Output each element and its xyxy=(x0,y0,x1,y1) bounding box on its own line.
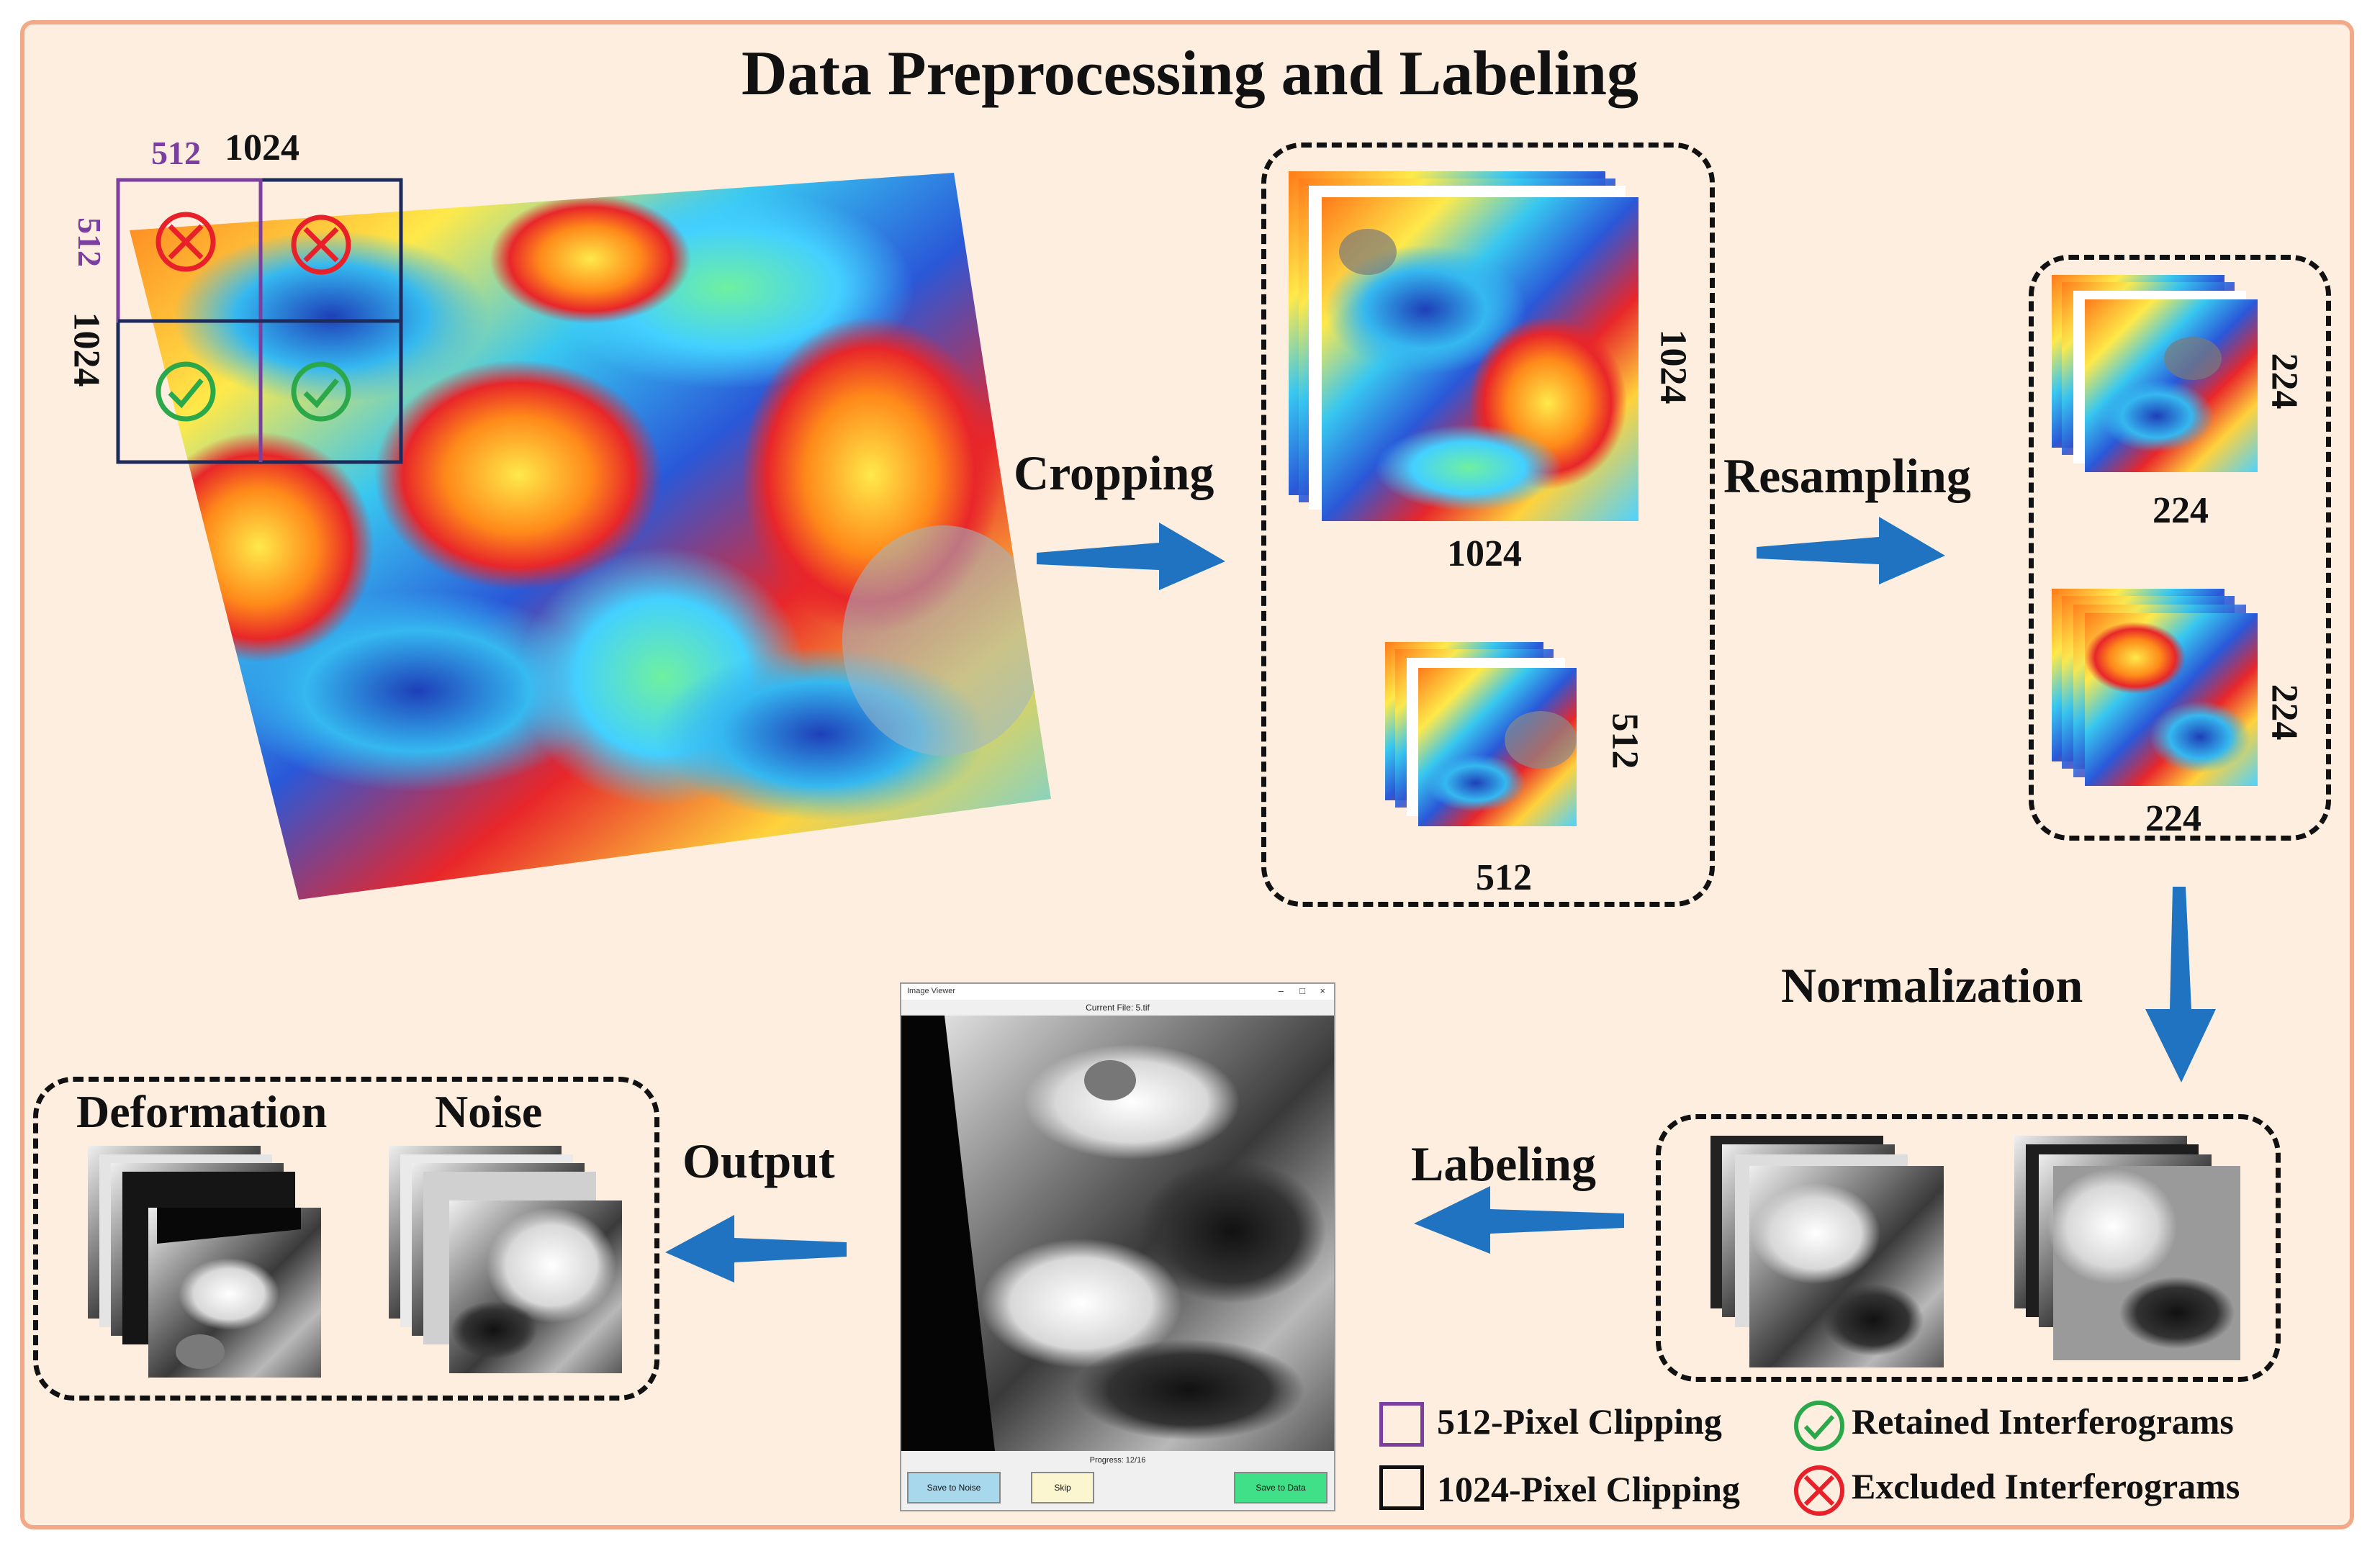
dim-512-top: 512 xyxy=(151,135,201,171)
image-viewer-window: Image Viewer – □ × Current File: 5.tif P… xyxy=(900,982,1335,1511)
output-group xyxy=(33,1077,659,1401)
minimize-icon[interactable]: – xyxy=(1278,985,1284,996)
maximize-icon[interactable]: □ xyxy=(1299,985,1305,996)
normalized-stack-b xyxy=(2014,1136,2240,1360)
dim-512-side: 512 xyxy=(71,217,108,267)
skip-button[interactable]: Skip xyxy=(1031,1472,1094,1503)
cropped-1024-height: 1024 xyxy=(1652,329,1694,404)
retained-icon xyxy=(155,361,216,422)
excluded-icon xyxy=(291,214,351,275)
legend-excluded-label: Excluded Interferograms xyxy=(1852,1466,2240,1506)
crop-grid xyxy=(116,178,403,464)
cropped-1024-stack xyxy=(1289,171,1638,521)
label-noise: Noise xyxy=(435,1086,543,1137)
legend-1024-swatch xyxy=(1379,1465,1424,1510)
resampled-bottom-height: 224 xyxy=(2263,684,2305,741)
normalized-stack-a xyxy=(1710,1136,1944,1367)
cropped-512-height: 512 xyxy=(1604,713,1646,769)
save-to-data-button[interactable]: Save to Data xyxy=(1234,1472,1328,1503)
retained-icon xyxy=(1794,1401,1844,1451)
save-to-noise-button[interactable]: Save to Noise xyxy=(907,1472,1001,1503)
resampled-group xyxy=(2029,255,2331,841)
label-cropping: Cropping xyxy=(1014,446,1214,500)
cropped-group xyxy=(1261,143,1715,907)
label-resampling: Resampling xyxy=(1723,448,1971,503)
noise-stack xyxy=(389,1146,622,1373)
legend-1024-label: 1024-Pixel Clipping xyxy=(1437,1469,1740,1509)
source-interferogram xyxy=(130,173,1051,900)
resampled-top-stack xyxy=(2052,275,2258,472)
resampled-bottom-stack xyxy=(2052,589,2258,786)
progress-text: Progress: 12/16 xyxy=(1089,1456,1146,1465)
cropped-512-width: 512 xyxy=(1476,857,1532,898)
legend-512-label: 512-Pixel Clipping xyxy=(1437,1401,1722,1442)
label-normalization: Normalization xyxy=(1781,958,2083,1013)
label-output: Output xyxy=(682,1134,835,1188)
label-deformation: Deformation xyxy=(76,1086,328,1137)
arrow-normalization xyxy=(2145,887,2216,1082)
current-file: Current File: 5.tif xyxy=(1086,1003,1150,1013)
close-icon[interactable]: × xyxy=(1320,985,1325,996)
viewer-image xyxy=(901,1016,1334,1451)
cropped-1024-width: 1024 xyxy=(1447,533,1522,574)
arrow-resampling xyxy=(1757,517,1945,584)
legend-retained-label: Retained Interferograms xyxy=(1852,1401,2234,1442)
arrow-cropping xyxy=(1037,523,1225,590)
legend-512-swatch xyxy=(1379,1402,1424,1447)
dim-1024-side: 1024 xyxy=(66,312,107,387)
cropped-512-stack xyxy=(1385,642,1577,826)
viewer-titlebar: Image Viewer – □ × xyxy=(901,984,1334,1000)
retained-icon xyxy=(291,361,351,422)
resampled-bottom-width: 224 xyxy=(2145,798,2201,839)
deformation-stack xyxy=(88,1146,321,1378)
page-title: Data Preprocessing and Labeling xyxy=(742,39,1638,109)
resampled-top-height: 224 xyxy=(2263,353,2305,410)
normalized-group xyxy=(1656,1114,2281,1382)
dim-1024-top: 1024 xyxy=(225,127,299,168)
excluded-icon xyxy=(155,212,216,272)
arrow-labeling xyxy=(1414,1186,1624,1254)
label-labeling: Labeling xyxy=(1411,1136,1596,1191)
arrow-output xyxy=(665,1215,847,1283)
viewer-title: Image Viewer xyxy=(907,987,956,995)
excluded-icon xyxy=(1794,1465,1844,1516)
resampled-top-width: 224 xyxy=(2153,490,2209,531)
